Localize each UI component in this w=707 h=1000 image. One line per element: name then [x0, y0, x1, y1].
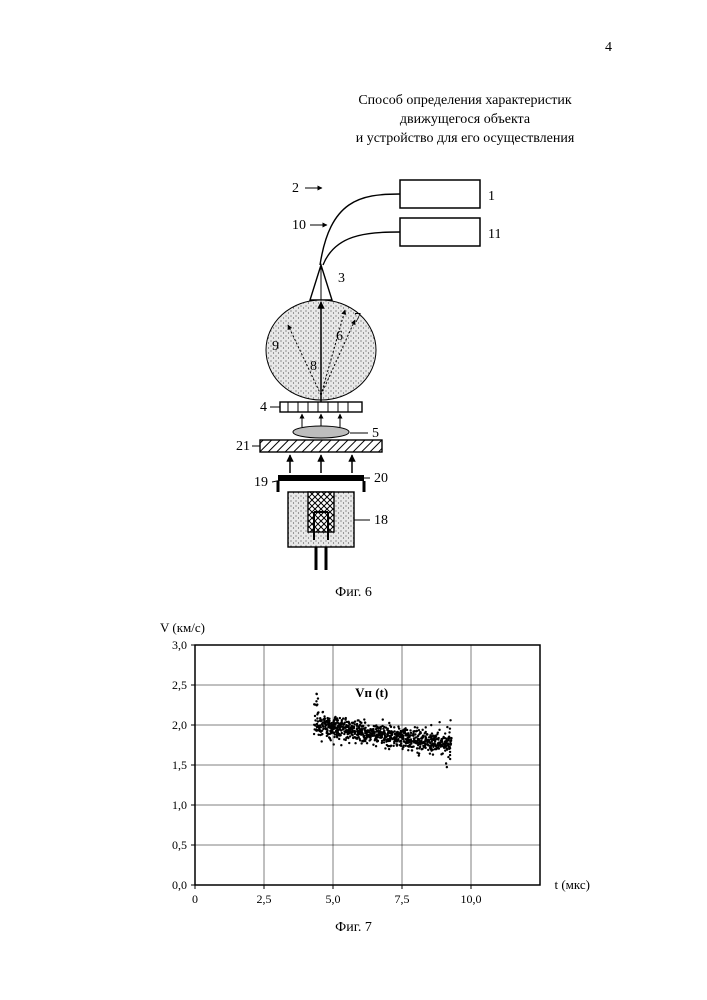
fig6-label-4: 4: [260, 400, 267, 415]
svg-text:3,0: 3,0: [172, 638, 187, 652]
page: 4 Способ определения характеристик движу…: [0, 0, 707, 1000]
svg-text:2,5: 2,5: [257, 892, 272, 906]
figure-6-caption: Фиг. 6: [0, 585, 707, 601]
figure-7-caption: Фиг. 7: [0, 920, 707, 936]
fig6-label-19: 19: [254, 475, 268, 490]
figure-6: 1 2 3 4 5 6 7 8 9 10 11 18 19 20 21: [210, 170, 500, 590]
fig6-label-10: 10: [292, 218, 306, 233]
fig6-label-11: 11: [488, 227, 500, 242]
title-line-2: движущегося объекта: [310, 111, 620, 130]
svg-text:0,0: 0,0: [172, 878, 187, 892]
scatter-chart: V (км/с) t (мкс) 0,00,51,01,52,02,53,002…: [140, 625, 560, 925]
fig6-label-1: 1: [488, 189, 495, 204]
fig6-label-8: 8: [310, 359, 317, 374]
title-line-1: Способ определения характеристик: [310, 92, 620, 111]
fig6-label-18: 18: [374, 513, 388, 528]
x-axis-label: t (мкс): [554, 877, 590, 893]
svg-text:0,5: 0,5: [172, 838, 187, 852]
svg-text:10,0: 10,0: [461, 892, 482, 906]
svg-text:2,0: 2,0: [172, 718, 187, 732]
title-block: Способ определения характеристик движуще…: [310, 92, 620, 149]
svg-text:0: 0: [192, 892, 198, 906]
title-line-3: и устройство для его осуществления: [310, 130, 620, 149]
svg-text:5,0: 5,0: [326, 892, 341, 906]
svg-text:Vп (t): Vп (t): [355, 685, 388, 700]
svg-text:2,5: 2,5: [172, 678, 187, 692]
fig6-label-9: 9: [272, 339, 279, 354]
fig6-label-7: 7: [354, 311, 361, 326]
fig6-label-6: 6: [336, 329, 343, 344]
fig6-label-21: 21: [236, 439, 250, 454]
y-axis-label: V (км/с): [160, 620, 205, 636]
page-number: 4: [605, 40, 612, 56]
fig6-label-20: 20: [374, 471, 388, 486]
figure-7: V (км/с) t (мкс) 0,00,51,01,52,02,53,002…: [140, 625, 560, 925]
svg-text:7,5: 7,5: [395, 892, 410, 906]
fig6-label-5: 5: [372, 426, 379, 441]
fig6-label-3: 3: [338, 271, 345, 286]
fig6-label-2: 2: [292, 181, 299, 196]
svg-text:1,0: 1,0: [172, 798, 187, 812]
svg-text:1,5: 1,5: [172, 758, 187, 772]
